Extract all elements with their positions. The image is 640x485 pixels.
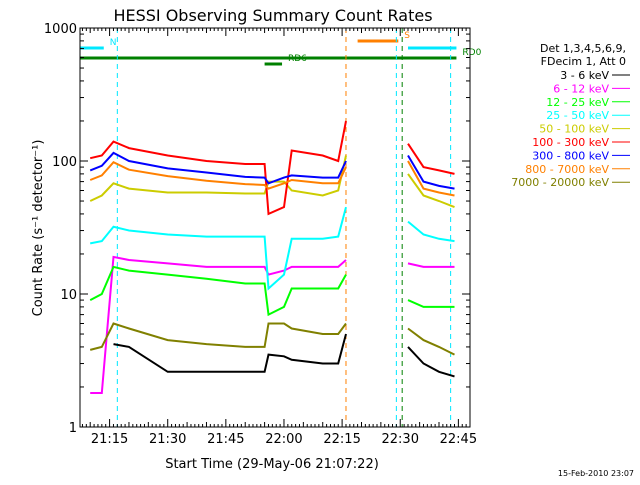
chart-title: HESSI Observing Summary Count Rates [113,6,432,25]
series-line-1 [90,255,455,394]
footer-timestamp: 15-Feb-2010 23:07 [558,469,634,478]
x-tick-label-6: 22:45 [440,432,477,447]
series-line-3 [90,206,455,291]
series-lines [89,120,455,394]
series-line-4 [89,155,455,209]
x-tick-label-4: 22:15 [323,432,360,447]
x-axis-ticks: 21:15 21:30 21:45 22:00 22:15 22:30 22:45 [81,28,477,447]
x-tick-label-2: 21:45 [207,432,244,447]
x-tick-label-0: 21:15 [91,432,128,447]
series-line-2 [89,265,455,317]
legend-label-8: 7000 - 20000 keV [511,176,609,189]
legend-header-line-2: FDecim 1, Att 0 [541,55,626,68]
x-tick-label-5: 22:30 [382,432,419,447]
plot-frame [79,27,471,428]
legend-label-3: 25 - 50 keV [546,109,609,122]
series-line-6 [89,151,455,190]
legend: Det 1,3,4,5,6,9, FDecim 1, Att 0 3 - 6 k… [511,42,630,189]
flag-label-s: S [404,31,410,41]
series-line-7 [89,160,455,197]
legend-label-1: 6 - 12 keV [553,82,609,95]
x-tick-label-3: 22:00 [265,432,302,447]
legend-label-5: 100 - 300 keV [532,136,609,149]
y-axis-ticks: 1 10 100 1000 [44,22,470,436]
flag-label-rd0: RD0 [462,48,481,58]
legend-label-2: 12 - 25 keV [546,96,609,109]
series-line-5 [89,120,455,216]
x-tick-label-1: 21:30 [149,432,186,447]
flag-label-n: N [110,38,117,48]
series-line-0 [113,333,455,378]
y-axis-label: Count Rate (s⁻¹ detector⁻¹) [31,140,46,317]
flag-bars: N S RD0 RD6 [80,31,482,66]
flag-label-rd6: RD6 [288,54,307,64]
legend-label-4: 50 - 100 keV [539,123,609,136]
legend-header-line-1: Det 1,3,4,5,6,9, [540,42,626,55]
y-tick-label-2: 100 [52,155,77,170]
series-line-8 [89,322,455,356]
y-tick-label-3: 1000 [44,22,77,37]
legend-label-6: 300 - 800 keV [532,149,609,162]
legend-label-0: 3 - 6 keV [560,69,609,82]
y-tick-label-1: 10 [60,288,77,303]
x-axis-label: Start Time (29-May-06 21:07:22) [165,457,379,472]
y-tick-label-0: 1 [69,421,77,436]
legend-label-7: 800 - 7000 keV [525,163,609,176]
